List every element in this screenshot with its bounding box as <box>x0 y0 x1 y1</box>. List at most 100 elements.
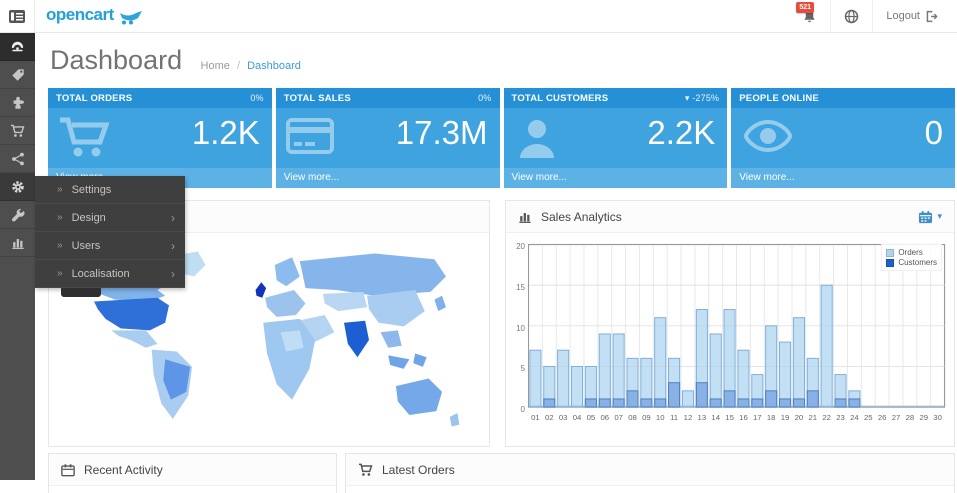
svg-text:11: 11 <box>670 413 678 422</box>
notification-count-badge: 521 <box>796 2 815 13</box>
svg-text:14: 14 <box>711 413 720 422</box>
menu-toggle-icon <box>9 9 25 23</box>
sales-chart-area: 20 15 10 5 0 01 02 03 04 05 06 07 08 09 10 11 12 13 14 15 1… <box>506 233 954 446</box>
sidebar-item-dashboard[interactable] <box>0 33 35 61</box>
svg-text:24: 24 <box>850 413 859 422</box>
svg-text:15: 15 <box>725 413 734 422</box>
date-range-button[interactable]: ▾ <box>918 210 942 224</box>
logout-icon <box>926 10 938 22</box>
svg-text:10: 10 <box>656 413 665 422</box>
sidebar-item-sales[interactable] <box>0 117 35 145</box>
svg-text:29: 29 <box>919 413 928 422</box>
breadcrumb-current[interactable]: Dashboard <box>247 60 301 72</box>
bar-chart-icon <box>518 210 532 224</box>
recent-activity-header: Recent Activity <box>49 454 336 486</box>
svg-text:16: 16 <box>739 413 748 422</box>
svg-text:01: 01 <box>531 413 540 422</box>
tile-value: 0 <box>924 114 943 151</box>
svg-text:25: 25 <box>864 413 873 422</box>
svg-text:17: 17 <box>753 413 762 422</box>
opencart-logo[interactable]: opencart <box>46 5 144 25</box>
svg-text:07: 07 <box>614 413 623 422</box>
svg-text:02: 02 <box>545 413 554 422</box>
notifications-button[interactable]: 521 <box>789 0 830 32</box>
svg-text:12: 12 <box>684 413 693 422</box>
eye-icon <box>744 119 793 153</box>
tile-title: TOTAL ORDERS <box>56 92 133 104</box>
tile-delta-with-caret: ▾ -275% <box>684 92 720 103</box>
latest-orders-panel: Latest Orders <box>345 453 955 493</box>
menu-item-localisation[interactable]: » Localisation › <box>35 260 185 288</box>
sales-analytics-header: Sales Analytics ▾ <box>506 201 954 233</box>
recent-activity-title: Recent Activity <box>84 462 163 477</box>
tile-delta: 0% <box>250 93 264 103</box>
svg-text:21: 21 <box>808 413 817 422</box>
tile-value: 17.3M <box>395 114 488 151</box>
tile-value: 1.2K <box>191 114 260 151</box>
share-icon <box>11 152 24 165</box>
recent-activity-panel: Recent Activity <box>48 453 337 493</box>
logout-button[interactable]: Logout <box>872 0 951 32</box>
sales-chart: 01 02 03 04 05 06 07 08 09 10 11 12 13 14 15 16 17 18 19 20… <box>528 243 946 422</box>
double-chevron-icon: » <box>57 212 63 223</box>
view-more-link[interactable]: View more... <box>731 168 955 188</box>
tile-title: TOTAL SALES <box>283 92 351 104</box>
calendar-icon <box>61 463 75 477</box>
view-more-link[interactable]: View more... <box>503 168 728 188</box>
svg-text:27: 27 <box>892 413 901 422</box>
double-chevron-icon: » <box>57 184 63 195</box>
menu-item-users[interactable]: » Users › <box>35 232 185 260</box>
sidebar-item-catalog[interactable] <box>0 61 35 89</box>
tile-total-sales: TOTAL SALES 0% 17.3M View more... <box>275 88 500 188</box>
page-head: Dashboard Home / Dashboard <box>48 33 957 88</box>
chart-plot: 01 02 03 04 05 06 07 08 09 10 11 12 13 14 15 16 17 18 19 20… <box>528 241 946 444</box>
svg-text:30: 30 <box>933 413 942 422</box>
menu-item-label: Settings <box>71 183 112 196</box>
sidebar-item-marketing[interactable] <box>0 145 35 173</box>
svg-text:26: 26 <box>878 413 887 422</box>
svg-text:20: 20 <box>795 413 804 422</box>
sales-analytics-title: Sales Analytics <box>541 209 622 224</box>
world-map[interactable] <box>56 240 482 440</box>
user-icon <box>519 120 554 158</box>
stat-tiles-row: TOTAL ORDERS 0% 1.2K View more... TOTAL … <box>48 88 955 188</box>
wrench-icon <box>11 208 25 221</box>
menu-item-design[interactable]: » Design › <box>35 204 185 232</box>
view-more-link[interactable]: View more... <box>275 168 500 188</box>
menu-item-settings[interactable]: » Settings <box>35 176 185 204</box>
sidebar-item-extensions[interactable] <box>0 89 35 117</box>
credit-card-icon <box>285 118 334 154</box>
breadcrumb-home[interactable]: Home <box>200 60 230 72</box>
sales-analytics-panel: Sales Analytics ▾ 20 15 10 5 0 01 02 <box>505 200 955 447</box>
sidebar-toggle-button[interactable] <box>0 0 35 32</box>
breadcrumb-separator: / <box>236 60 241 72</box>
cart-icon <box>358 463 373 477</box>
dashboard-speedometer-icon <box>11 41 24 52</box>
sidebar-item-reports[interactable] <box>0 229 35 257</box>
calendar-icon <box>919 210 933 223</box>
puzzle-icon <box>13 96 24 109</box>
menu-item-label: Users <box>71 239 101 252</box>
chart-y-axis: 20 15 10 5 0 <box>516 242 525 414</box>
svg-text:22: 22 <box>822 413 831 422</box>
bottom-panels-row: Recent Activity Latest Orders <box>48 453 955 493</box>
stores-button[interactable] <box>830 0 872 32</box>
tag-icon <box>11 68 24 81</box>
bar-chart-icon <box>11 238 24 249</box>
tile-people-online: PEOPLE ONLINE 0 View more... <box>731 88 955 188</box>
svg-text:09: 09 <box>642 413 651 422</box>
chart-legend: Orders Customers <box>881 244 942 271</box>
tile-title: PEOPLE ONLINE <box>739 92 819 104</box>
latest-orders-title: Latest Orders <box>382 462 455 477</box>
sidebar-item-system[interactable] <box>0 173 35 201</box>
svg-text:13: 13 <box>698 413 707 422</box>
globe-icon <box>845 9 859 23</box>
tile-total-customers: TOTAL CUSTOMERS ▾ -275% 2.2K View more..… <box>503 88 728 188</box>
svg-text:23: 23 <box>836 413 845 422</box>
svg-text:19: 19 <box>781 413 790 422</box>
sidebar-item-tools[interactable] <box>0 201 35 229</box>
header-controls: 521 Logout <box>789 0 951 32</box>
shopping-cart-icon <box>60 117 110 157</box>
sidebar-nav <box>0 33 35 480</box>
page-title: Dashboard <box>50 45 183 75</box>
